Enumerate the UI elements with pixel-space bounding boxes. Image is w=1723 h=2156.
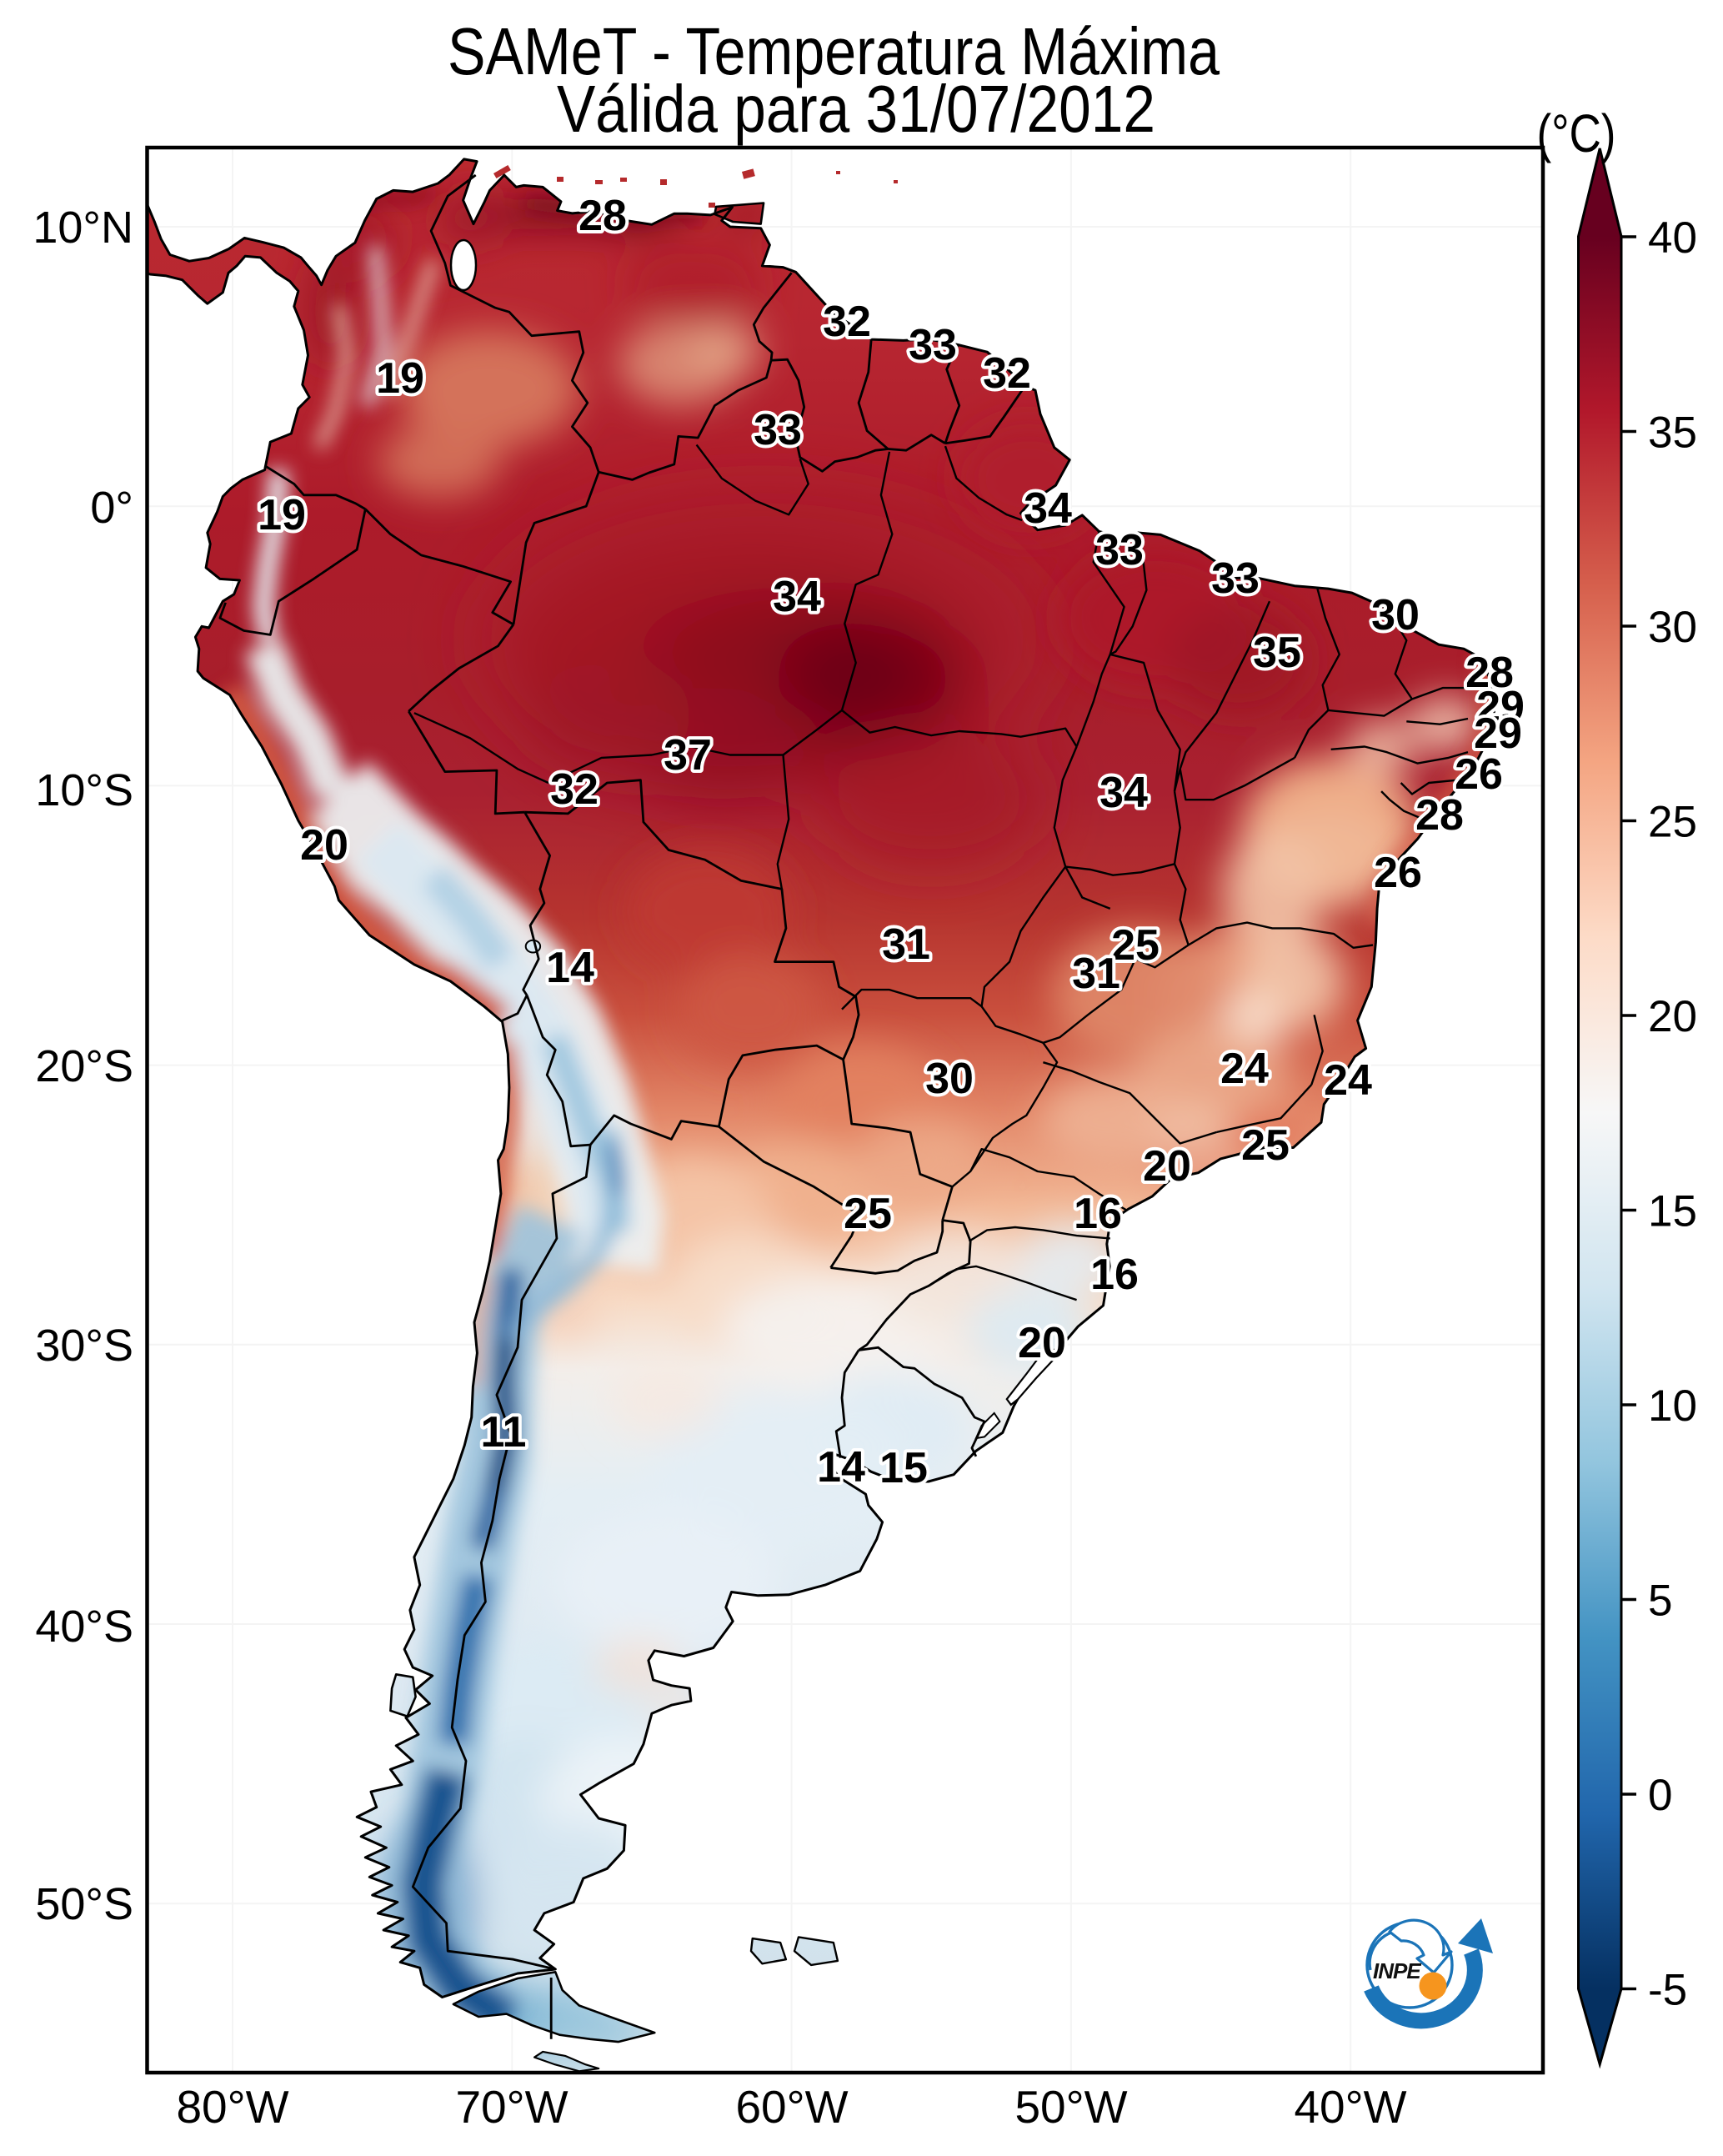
svg-text:INPE: INPE [1373,1958,1421,1983]
svg-text:30: 30 [925,1055,974,1103]
svg-text:40°W: 40°W [1294,2081,1406,2133]
svg-text:16: 16 [1074,1190,1122,1238]
svg-text:80°W: 80°W [176,2081,288,2133]
svg-text:70°W: 70°W [455,2081,568,2133]
svg-text:19: 19 [258,491,306,539]
svg-text:35: 35 [1253,629,1301,677]
svg-text:34: 34 [1024,484,1072,533]
svg-text:5: 5 [1648,1577,1672,1626]
svg-text:25: 25 [1241,1121,1290,1170]
svg-text:(°C): (°C) [1537,103,1616,163]
svg-text:29: 29 [1474,709,1522,758]
svg-text:37: 37 [664,731,712,780]
svg-text:-5: -5 [1648,1966,1687,2015]
svg-text:60°W: 60°W [735,2081,848,2133]
svg-text:40: 40 [1648,213,1697,263]
svg-text:28: 28 [1415,791,1464,840]
svg-text:15: 15 [1648,1187,1697,1236]
svg-text:25: 25 [844,1190,892,1238]
svg-text:30°S: 30°S [35,1321,133,1371]
svg-text:25: 25 [1648,798,1697,847]
svg-text:11: 11 [481,1408,527,1457]
svg-text:Válida para 31/07/2012: Válida para 31/07/2012 [557,72,1155,146]
svg-text:20: 20 [1143,1142,1191,1191]
svg-text:20: 20 [1018,1319,1066,1367]
svg-text:26: 26 [1455,750,1503,799]
svg-text:33: 33 [754,406,802,454]
svg-text:20°S: 20°S [35,1041,133,1091]
svg-text:32: 32 [823,298,871,346]
svg-text:19: 19 [376,354,424,403]
svg-text:0: 0 [1648,1771,1672,1820]
svg-text:28: 28 [1465,649,1514,697]
svg-text:34: 34 [773,573,821,621]
svg-text:33: 33 [1211,554,1260,603]
svg-text:26: 26 [1374,849,1422,897]
svg-text:40°S: 40°S [35,1602,133,1652]
svg-text:33: 33 [909,321,957,369]
svg-text:34: 34 [1099,769,1148,817]
svg-text:50°S: 50°S [35,1879,133,1929]
svg-text:15: 15 [879,1444,928,1492]
svg-text:35: 35 [1648,409,1697,458]
svg-text:50°W: 50°W [1014,2081,1127,2133]
svg-text:24: 24 [1220,1045,1269,1093]
svg-text:14: 14 [546,944,594,992]
svg-text:31: 31 [1072,950,1120,998]
svg-text:0°: 0° [90,483,133,533]
svg-text:14: 14 [817,1443,865,1492]
svg-text:16: 16 [1090,1251,1139,1299]
svg-text:33: 33 [1095,526,1144,574]
svg-text:31: 31 [882,920,930,969]
svg-text:24: 24 [1324,1056,1372,1105]
svg-text:28: 28 [579,192,627,240]
svg-text:25: 25 [1111,921,1160,970]
svg-text:30: 30 [1371,591,1420,639]
svg-text:20: 20 [300,821,348,870]
svg-text:10°N: 10°N [33,203,133,253]
svg-text:SAMeT - Temperatura Máxima: SAMeT - Temperatura Máxima [448,14,1220,88]
svg-text:32: 32 [983,349,1031,398]
svg-text:32: 32 [550,765,599,814]
svg-text:30: 30 [1648,603,1697,652]
svg-text:29: 29 [1476,683,1525,731]
svg-text:10°S: 10°S [35,765,133,815]
svg-text:20: 20 [1648,992,1697,1041]
svg-text:10: 10 [1648,1381,1697,1431]
